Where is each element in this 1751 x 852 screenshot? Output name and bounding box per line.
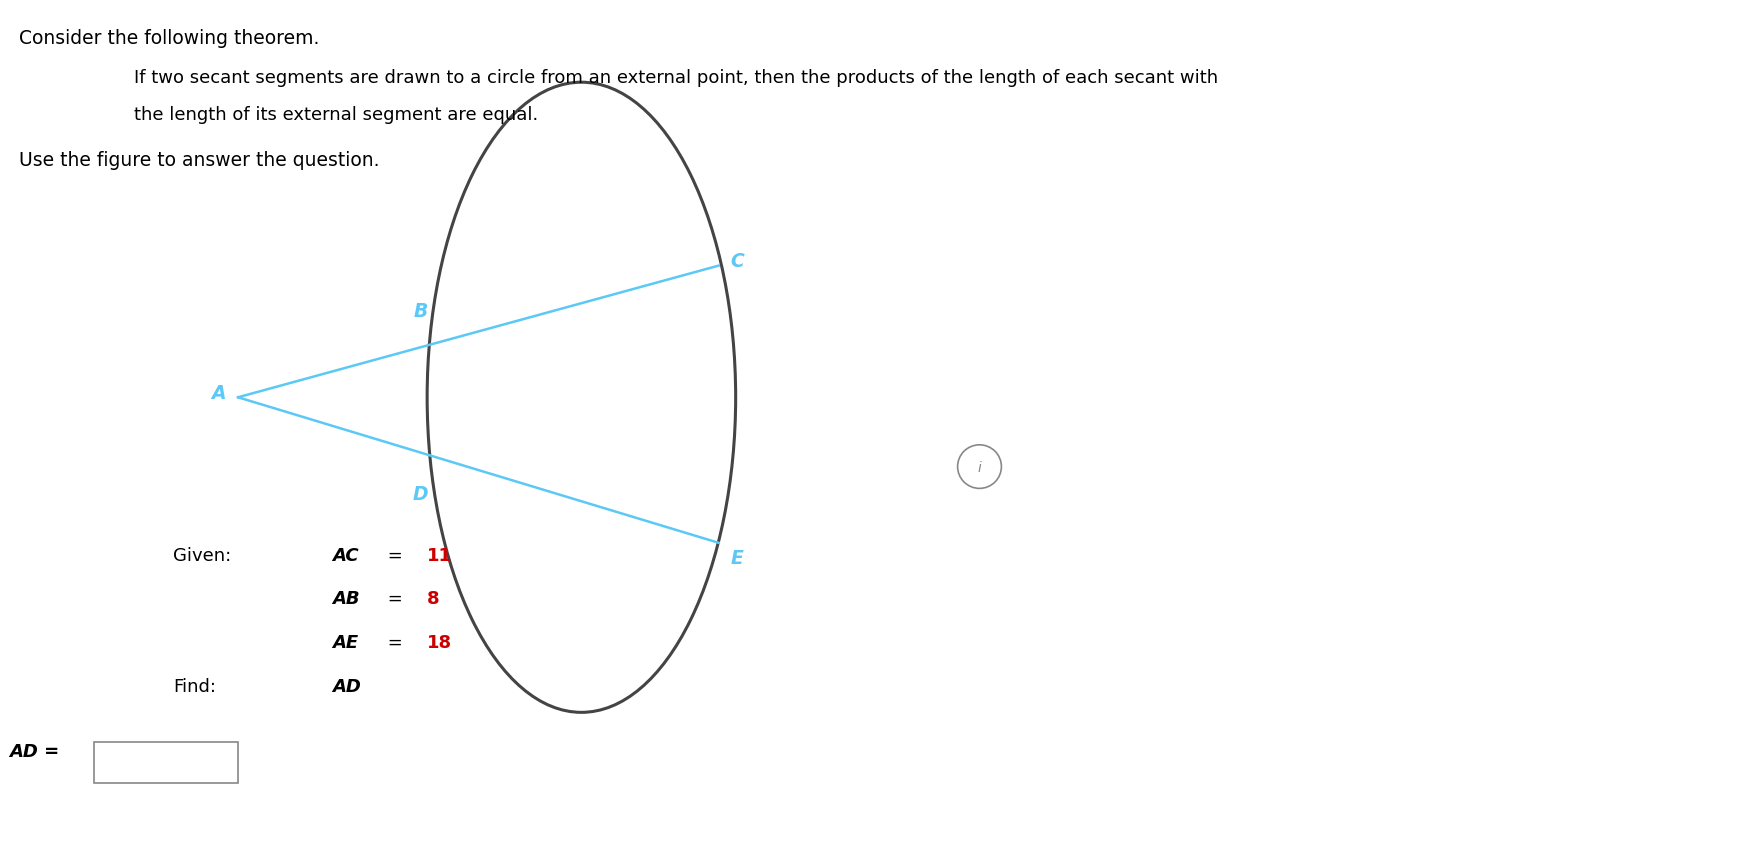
- Bar: [95, 742, 238, 784]
- Text: AE: AE: [333, 633, 359, 651]
- Text: =: =: [382, 633, 408, 651]
- Text: AC: AC: [333, 546, 359, 564]
- Text: Find:: Find:: [173, 676, 217, 694]
- Text: the length of its external segment are equal.: the length of its external segment are e…: [133, 106, 538, 124]
- Text: D: D: [413, 485, 429, 504]
- Text: AD: AD: [333, 676, 361, 694]
- Text: 8: 8: [427, 590, 440, 607]
- Text: If two secant segments are drawn to a circle from an external point, then the pr: If two secant segments are drawn to a ci…: [133, 68, 1217, 86]
- Text: AB: AB: [333, 590, 361, 607]
- Text: Consider the following theorem.: Consider the following theorem.: [19, 29, 319, 48]
- Text: B: B: [413, 302, 429, 320]
- Text: 18: 18: [427, 633, 452, 651]
- Text: Given:: Given:: [173, 546, 231, 564]
- Text: =: =: [382, 590, 408, 607]
- Text: =: =: [382, 546, 408, 564]
- Text: E: E: [730, 548, 744, 567]
- Text: i: i: [977, 460, 982, 474]
- Text: Use the figure to answer the question.: Use the figure to answer the question.: [19, 151, 380, 170]
- Text: C: C: [730, 252, 744, 271]
- Text: A: A: [212, 383, 226, 402]
- Text: 11: 11: [427, 546, 452, 564]
- Text: AD =: AD =: [9, 742, 60, 760]
